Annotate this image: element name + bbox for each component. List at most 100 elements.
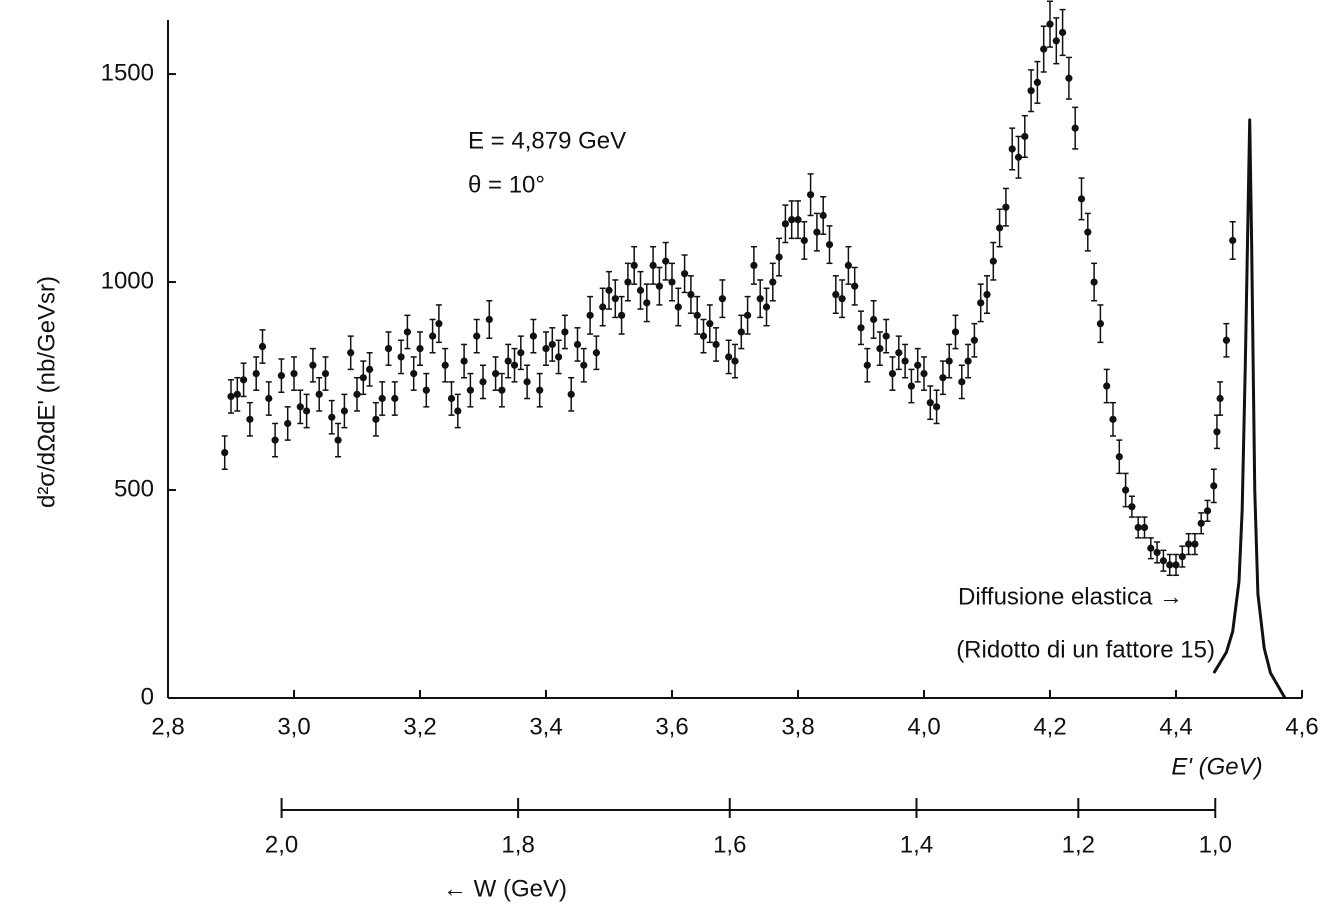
- x-tick-label: 4,2: [1033, 713, 1066, 740]
- data-point: [271, 436, 279, 444]
- data-point: [340, 407, 348, 415]
- data-point: [718, 295, 727, 303]
- data-point: [951, 328, 960, 336]
- data-point: [1059, 28, 1067, 37]
- data-point: [895, 349, 903, 357]
- data-point: [1191, 540, 1199, 548]
- data-point: [920, 369, 928, 378]
- data-point: [813, 228, 821, 236]
- data-point: [681, 270, 689, 278]
- x-tick-label: 4,0: [907, 713, 940, 740]
- data-point: [542, 345, 550, 353]
- data-point: [1166, 561, 1174, 569]
- data-point: [372, 415, 380, 423]
- data-point: [838, 295, 846, 303]
- data-point: [762, 303, 771, 311]
- data-point: [914, 361, 922, 369]
- data-point: [1103, 382, 1111, 390]
- data-point: [1229, 236, 1237, 245]
- x2-tick-label: 1,6: [713, 831, 746, 858]
- data-point: [1210, 482, 1218, 490]
- data-point: [1216, 394, 1224, 403]
- data-point: [970, 336, 979, 344]
- x-tick-label: 3,8: [781, 713, 814, 740]
- data-point: [353, 390, 361, 398]
- data-point: [536, 386, 544, 394]
- x-tick-label: 4,4: [1159, 713, 1192, 740]
- data-point: [240, 376, 248, 384]
- data-point: [1109, 415, 1117, 423]
- data-point: [1134, 523, 1142, 532]
- data-point: [1077, 195, 1086, 203]
- y-axis-label: d²σ/dΩdE' (nb/GeVsr): [33, 276, 60, 508]
- data-point: [252, 369, 260, 378]
- data-point: [233, 390, 241, 398]
- data-point: [945, 357, 953, 365]
- data-point: [1147, 544, 1155, 552]
- data-point: [1203, 507, 1212, 515]
- data-point: [523, 378, 531, 386]
- x2-tick-label: 1,0: [1199, 831, 1232, 858]
- annotation: θ = 10°: [468, 171, 545, 198]
- data-point: [933, 403, 941, 411]
- data-point: [819, 211, 827, 220]
- data-point: [567, 390, 575, 398]
- data-point: [328, 413, 336, 421]
- data-point: [321, 369, 330, 378]
- data-point: [693, 311, 701, 319]
- x2-tick-label: 2,0: [265, 831, 298, 858]
- x-tick-label: 3,4: [529, 713, 562, 740]
- data-point: [624, 278, 632, 286]
- data-point: [643, 299, 651, 307]
- data-point: [410, 369, 418, 378]
- data-point: [573, 340, 582, 349]
- x-tick-label: 3,2: [403, 713, 436, 740]
- data-point: [907, 382, 916, 390]
- data-point: [832, 290, 840, 299]
- data-point: [485, 315, 493, 324]
- data-point: [611, 295, 619, 303]
- data-point: [636, 286, 645, 294]
- x-tick-label: 2,8: [151, 713, 184, 740]
- data-point: [580, 361, 588, 369]
- data-point: [1084, 228, 1092, 236]
- data-point: [277, 372, 285, 380]
- data-point: [618, 311, 626, 319]
- data-point: [674, 303, 682, 311]
- y-tick-label: 500: [114, 475, 154, 502]
- data-point: [1008, 145, 1016, 153]
- data-point: [454, 407, 462, 415]
- data-point: [712, 340, 720, 349]
- data-point: [1096, 320, 1104, 328]
- data-point: [378, 394, 386, 403]
- data-point: [498, 386, 506, 394]
- x2-tick-label: 1,2: [1062, 831, 1095, 858]
- data-point: [788, 216, 796, 224]
- data-point: [1027, 87, 1035, 95]
- data-point: [939, 374, 947, 382]
- data-point: [781, 220, 790, 228]
- data-point: [655, 282, 664, 290]
- data-point: [296, 403, 304, 411]
- data-point: [870, 315, 878, 324]
- data-point: [334, 436, 342, 444]
- data-point: [246, 415, 254, 423]
- data-point: [706, 320, 714, 328]
- data-point: [1153, 548, 1161, 557]
- data-point: [851, 282, 859, 290]
- x2-tick-label: 1,8: [501, 831, 534, 858]
- note: Diffusione elastica →: [958, 583, 1183, 610]
- x2-tick-label: 1,4: [900, 831, 933, 858]
- data-point: [561, 328, 569, 336]
- data-point: [901, 357, 909, 365]
- data-point: [586, 311, 594, 319]
- data-point: [1159, 557, 1167, 565]
- x-tick-label: 3,6: [655, 713, 688, 740]
- x-tick-label: 3,0: [277, 713, 310, 740]
- data-point: [775, 253, 783, 261]
- data-point: [1222, 336, 1230, 344]
- data-point: [1128, 503, 1136, 511]
- data-point: [227, 392, 235, 401]
- data-point: [429, 332, 437, 340]
